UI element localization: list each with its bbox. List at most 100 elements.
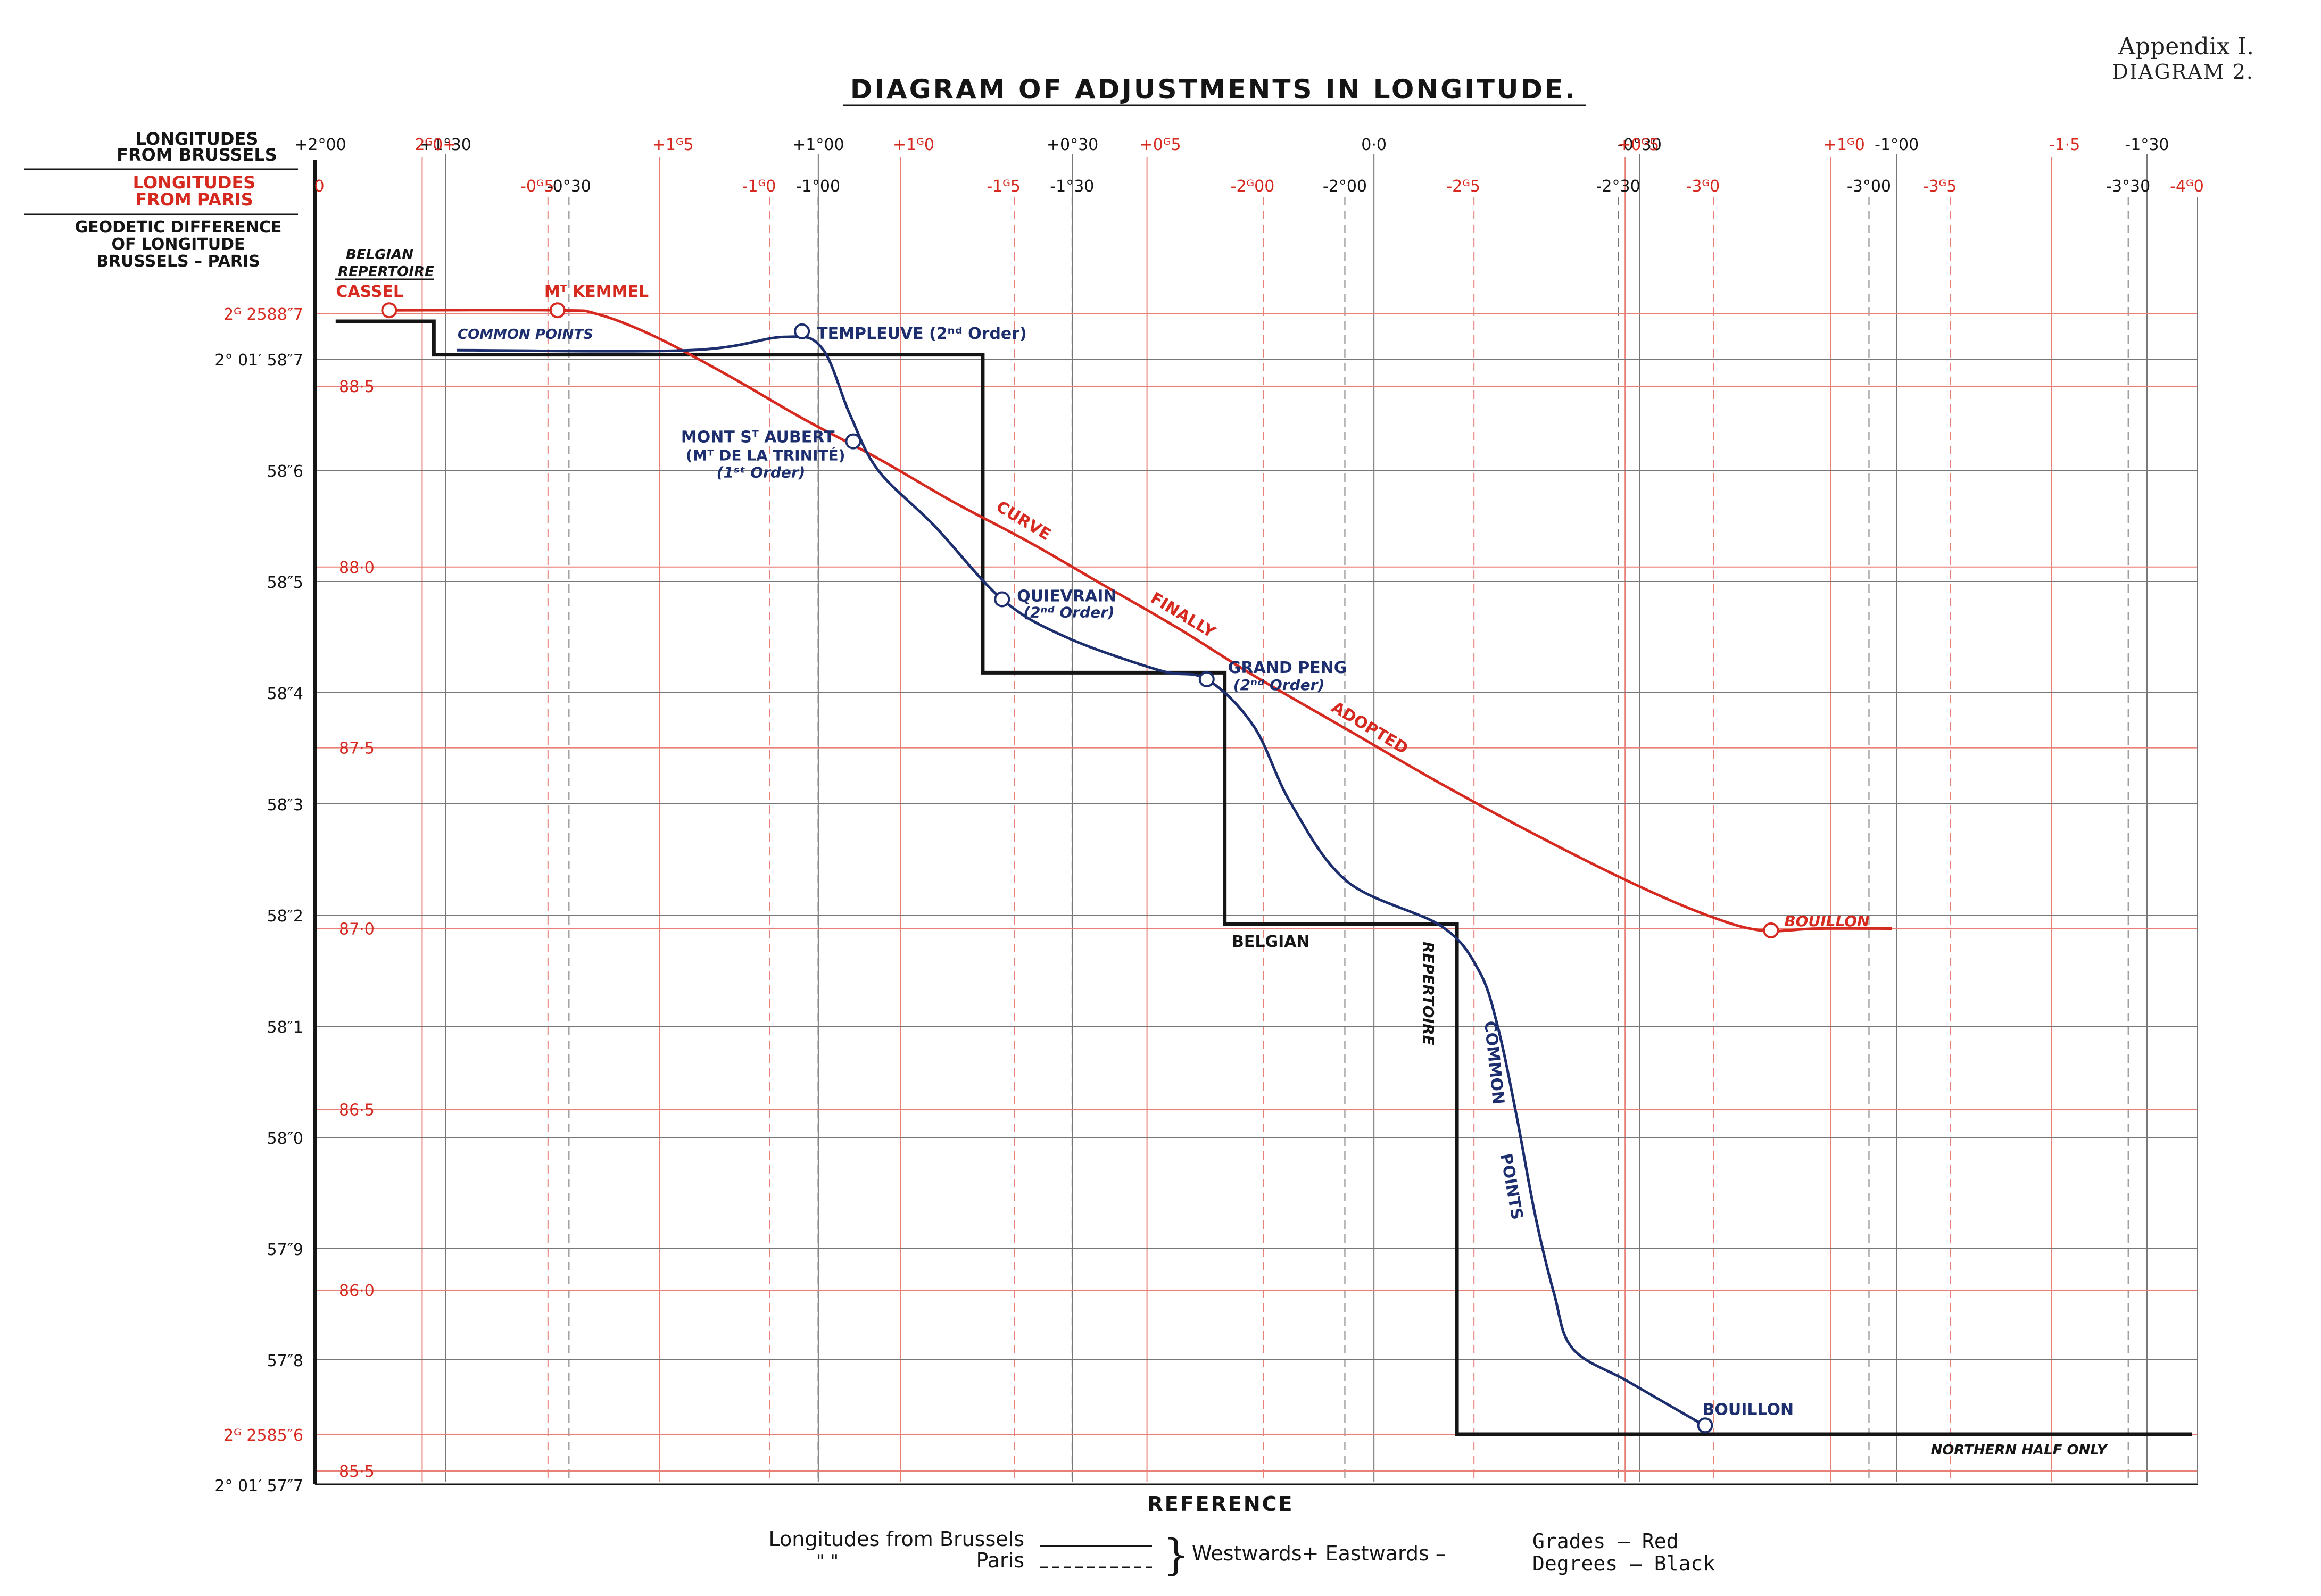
tick-label-paris-grade: -2ᴳ5 [1446, 177, 1480, 196]
tick-label-brussels-degree: +1°30 [419, 136, 471, 154]
station-label-quievrain: QUIEVRAIN [1017, 587, 1116, 605]
tick-label-seconds: 58″2 [267, 907, 303, 926]
appendix-line-1: Appendix I. [2118, 33, 2254, 60]
station-point [1198, 671, 1215, 687]
station-label-cassel: CASSEL [336, 282, 403, 301]
legend-brussels: Longitudes from Brussels [769, 1527, 1025, 1551]
tick-label-paris-grade: 0 [314, 177, 324, 196]
tick-label-seconds: 58″3 [267, 796, 303, 814]
tick-label-grades: 88·5 [339, 378, 375, 396]
series-line-red [389, 309, 1892, 933]
axis-title-paris-1: LONGITUDES [133, 172, 256, 193]
station-label-mont-st-aubert-order: (1ˢᵗ Order) [717, 464, 806, 481]
chart-title: DIAGRAM OF ADJUSTMENTS IN LONGITUDE. [850, 74, 1577, 105]
annotation-repertoire-bottom: REPERTOIRE [1420, 942, 1437, 1045]
station-point [845, 433, 861, 450]
annotation-belgian-top: BELGIAN [346, 247, 413, 263]
annotation-curve: CURVE [993, 497, 1054, 544]
tick-label-paris-degree: -2°30 [1596, 177, 1640, 196]
series-line-black [335, 319, 2192, 1436]
tick-label-brussels-degree: -1°30 [2125, 136, 2169, 154]
tick-label-seconds: 58″5 [267, 573, 303, 592]
tick-label-paris-degree: -3°30 [2106, 177, 2150, 196]
tick-label-paris-grade: -3ᴳ0 [1686, 177, 1720, 196]
legend: Longitudes from Brussels" " Paris} Westwar… [769, 1527, 1715, 1580]
axis-title-geodetic-2: OF LONGITUDE [111, 235, 245, 254]
annotation-repertoire-top: REPERTOIRE [338, 264, 434, 280]
axis-title-brussels-1: LONGITUDES [136, 129, 259, 149]
tick-label-seconds: 57″8 [267, 1352, 303, 1370]
axis-title-paris-2: FROM PARIS [135, 189, 253, 210]
station-point [1763, 922, 1779, 938]
station-label-bouillon-red: BOUILLON [1784, 912, 1869, 930]
station-point [549, 302, 566, 319]
station-point [381, 302, 397, 319]
tick-label-brussels-degree: 0·0 [1361, 136, 1387, 154]
tick-label-seconds: 58″4 [267, 685, 303, 703]
tick-label-seconds: 57″9 [267, 1241, 303, 1259]
tick-label-seconds: 2° 01′ 58″7 [214, 351, 303, 370]
tick-label-brussels-degree: +2°00 [294, 136, 346, 154]
station-label-mont-st-aubert: MONT Sᵀ AUBERT [681, 428, 835, 447]
appendix-line-2: DIAGRAM 2. [2112, 60, 2254, 84]
tick-label-seconds: 58″6 [267, 462, 303, 481]
station-label-bouillon-blue: BOUILLON [1702, 1400, 1794, 1419]
axis-title-geodetic-3: BRUSSELS – PARIS [96, 252, 260, 271]
tick-label-grades: 86·0 [339, 1282, 375, 1300]
tick-label-seconds: 2° 01′ 57″7 [214, 1477, 303, 1495]
station-label-mont-st-aubert-sub: (Mᵀ DE LA TRINITÉ) [686, 446, 845, 464]
legend-ditto: " " [816, 1551, 839, 1572]
station-point [994, 591, 1010, 608]
tick-label-grades: 2ᴳ 2588″7 [223, 305, 303, 324]
tick-label-paris-degree: -3°00 [1847, 177, 1891, 196]
tick-label-brussels-degree: +0°30 [1047, 136, 1098, 154]
tick-label-brussels-grade: +1ᴳ0 [893, 136, 934, 154]
legend-paris: Paris [976, 1549, 1024, 1572]
annotation-common-points-top: COMMON POINTS [458, 327, 593, 343]
tick-label-grades: 86·5 [339, 1101, 375, 1119]
tick-label-grades: 87·0 [339, 920, 375, 938]
annotation-points: POINTS [1496, 1152, 1526, 1221]
series-line-blue [457, 335, 1705, 1427]
legend-direction: Westwards+ Eastwards – [1192, 1542, 1446, 1565]
station-label-kemmel: Mᵀ KEMMEL [544, 282, 649, 301]
axis-title-geodetic-1: GEODETIC DIFFERENCE [75, 218, 282, 237]
tick-label-paris-grade: -4ᴳ0 [2170, 177, 2204, 196]
tick-label-brussels-grade: 2ᴳ0+ [415, 136, 456, 154]
tick-label-paris-grade: -0ᴳ5 [520, 177, 554, 196]
tick-label-paris-grade: -3ᴳ5 [1923, 177, 1957, 196]
axis-title-brussels-2: FROM BRUSSELS [117, 145, 277, 165]
tick-label-brussels-degree: -0°30 [1618, 136, 1662, 154]
tick-label-brussels-grade: +1ᴳ0 [1823, 136, 1865, 154]
grid [315, 154, 2198, 1482]
station-label-quievrain-order: (2ⁿᵈ Order) [1023, 603, 1114, 621]
tick-label-paris-grade: -1ᴳ0 [742, 177, 776, 196]
legend-brace: } [1163, 1530, 1190, 1580]
northern-half-label: NORTHERN HALF ONLY [1930, 1442, 2108, 1458]
tick-label-paris-degree: -2°00 [1323, 177, 1367, 196]
legend-degrees: Degrees — Black [1532, 1552, 1715, 1575]
annotation-belgian-bottom: BELGIAN [1232, 933, 1310, 951]
tick-label-paris-degree: -0°30 [547, 177, 591, 196]
tick-label-brussels-grade: +1ᴳ5 [652, 136, 694, 154]
legend-grades: Grades — Red [1532, 1530, 1679, 1553]
appendix-label: Appendix I. DIAGRAM 2. [2112, 33, 2254, 84]
tick-label-brussels-degree: +1°00 [792, 136, 844, 154]
station-label-templeuve: TEMPLEUVE (2ⁿᵈ Order) [817, 325, 1027, 343]
tick-label-brussels-grade: +0ᴳ5 [1140, 136, 1181, 154]
tick-label-seconds: 58″0 [267, 1129, 303, 1148]
tick-label-grades: 88·0 [339, 559, 375, 577]
station-point [1697, 1417, 1713, 1434]
tick-label-seconds: 58″1 [267, 1018, 303, 1037]
tick-label-brussels-degree: -1°00 [1875, 136, 1919, 154]
tick-label-paris-degree: -1°30 [1050, 177, 1094, 196]
x-axis-label: REFERENCE [1147, 1492, 1294, 1516]
tick-label-grades: 87·5 [339, 739, 375, 758]
tick-label-paris-degree: -1°00 [796, 177, 840, 196]
annotation-adopted: ADOPTED [1328, 698, 1411, 758]
station-point [794, 323, 810, 339]
series [335, 309, 2192, 1436]
tick-label-brussels-grade: -1·5 [2049, 136, 2080, 154]
